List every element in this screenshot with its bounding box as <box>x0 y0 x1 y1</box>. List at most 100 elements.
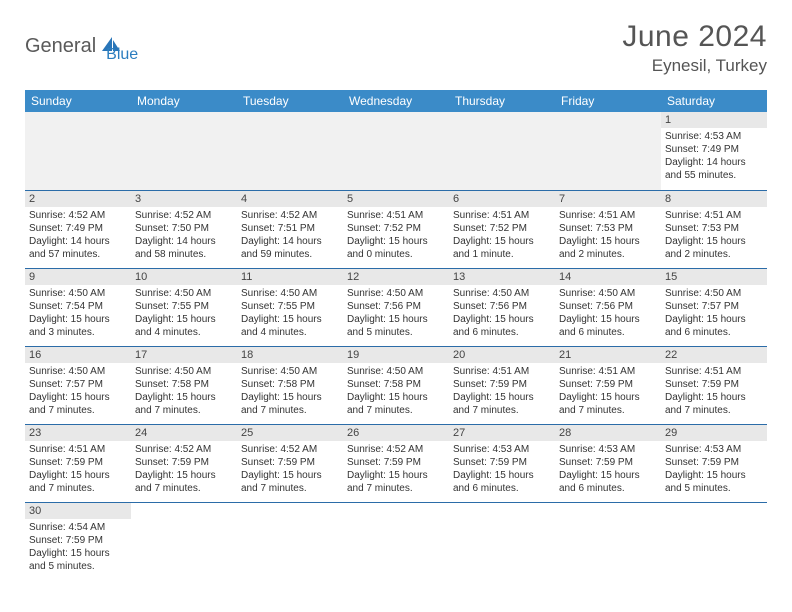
day-cell: 9Sunrise: 4:50 AMSunset: 7:54 PMDaylight… <box>25 268 131 346</box>
sunrise-text: Sunrise: 4:51 AM <box>665 365 763 378</box>
sunset-text: Sunset: 7:56 PM <box>559 300 657 313</box>
day-number: 13 <box>449 269 555 285</box>
day-cell: 19Sunrise: 4:50 AMSunset: 7:58 PMDayligh… <box>343 346 449 424</box>
day-number: 9 <box>25 269 131 285</box>
day-details: Sunrise: 4:51 AMSunset: 7:52 PMDaylight:… <box>343 207 449 265</box>
sunset-text: Sunset: 7:59 PM <box>135 456 233 469</box>
sunset-text: Sunset: 7:58 PM <box>347 378 445 391</box>
sunrise-text: Sunrise: 4:51 AM <box>559 209 657 222</box>
sunrise-text: Sunrise: 4:52 AM <box>29 209 127 222</box>
sunrise-text: Sunrise: 4:53 AM <box>665 443 763 456</box>
sunset-text: Sunset: 7:59 PM <box>665 378 763 391</box>
day-details: Sunrise: 4:50 AMSunset: 7:54 PMDaylight:… <box>25 285 131 343</box>
sunrise-text: Sunrise: 4:50 AM <box>665 287 763 300</box>
day-cell: 8Sunrise: 4:51 AMSunset: 7:53 PMDaylight… <box>661 190 767 268</box>
day-number: 4 <box>237 191 343 207</box>
sunset-text: Sunset: 7:55 PM <box>241 300 339 313</box>
day-details: Sunrise: 4:52 AMSunset: 7:49 PMDaylight:… <box>25 207 131 265</box>
day-number: 30 <box>25 503 131 519</box>
sunrise-text: Sunrise: 4:50 AM <box>29 365 127 378</box>
day-details: Sunrise: 4:50 AMSunset: 7:57 PMDaylight:… <box>25 363 131 421</box>
day-number: 5 <box>343 191 449 207</box>
day-details: Sunrise: 4:52 AMSunset: 7:51 PMDaylight:… <box>237 207 343 265</box>
day-cell: 25Sunrise: 4:52 AMSunset: 7:59 PMDayligh… <box>237 424 343 502</box>
day-cell: 15Sunrise: 4:50 AMSunset: 7:57 PMDayligh… <box>661 268 767 346</box>
day-number: 29 <box>661 425 767 441</box>
day-cell <box>131 502 237 580</box>
day-details: Sunrise: 4:50 AMSunset: 7:55 PMDaylight:… <box>237 285 343 343</box>
week-row: 30Sunrise: 4:54 AMSunset: 7:59 PMDayligh… <box>25 502 767 580</box>
week-row: 23Sunrise: 4:51 AMSunset: 7:59 PMDayligh… <box>25 424 767 502</box>
location: Eynesil, Turkey <box>622 56 767 76</box>
day-cell <box>449 112 555 190</box>
day-details: Sunrise: 4:50 AMSunset: 7:55 PMDaylight:… <box>131 285 237 343</box>
sunset-text: Sunset: 7:56 PM <box>453 300 551 313</box>
logo-text-general: General <box>25 35 96 58</box>
daylight-text: Daylight: 15 hours and 3 minutes. <box>29 313 127 339</box>
sunrise-text: Sunrise: 4:52 AM <box>347 443 445 456</box>
day-cell: 13Sunrise: 4:50 AMSunset: 7:56 PMDayligh… <box>449 268 555 346</box>
day-number: 20 <box>449 347 555 363</box>
daylight-text: Daylight: 15 hours and 7 minutes. <box>241 391 339 417</box>
day-details: Sunrise: 4:50 AMSunset: 7:58 PMDaylight:… <box>237 363 343 421</box>
sunrise-text: Sunrise: 4:54 AM <box>29 521 127 534</box>
day-cell: 18Sunrise: 4:50 AMSunset: 7:58 PMDayligh… <box>237 346 343 424</box>
day-number: 25 <box>237 425 343 441</box>
day-cell: 23 Sunrise: 4:51 AMSunset: 7:59 PMDayligh… <box>25 424 131 502</box>
day-cell: 2Sunrise: 4:52 AMSunset: 7:49 PMDaylight… <box>25 190 131 268</box>
sunset-text: Sunset: 7:59 PM <box>347 456 445 469</box>
day-cell: 28Sunrise: 4:53 AMSunset: 7:59 PMDayligh… <box>555 424 661 502</box>
sunset-text: Sunset: 7:51 PM <box>241 222 339 235</box>
sunrise-text: Sunrise: 4:51 AM <box>29 443 127 456</box>
daylight-text: Daylight: 15 hours and 7 minutes. <box>453 391 551 417</box>
daylight-text: Daylight: 15 hours and 5 minutes. <box>347 313 445 339</box>
header: General Blue June 2024 Eynesil, Turkey <box>25 20 767 76</box>
sunrise-text: Sunrise: 4:52 AM <box>241 443 339 456</box>
daylight-text: Daylight: 15 hours and 7 minutes. <box>135 469 233 495</box>
weekday-header-row: Sunday Monday Tuesday Wednesday Thursday… <box>25 90 767 112</box>
daylight-text: Daylight: 15 hours and 7 minutes. <box>29 469 127 495</box>
day-number: 23 <box>25 425 131 441</box>
daylight-text: Daylight: 15 hours and 5 minutes. <box>29 547 127 573</box>
week-row: 1Sunrise: 4:53 AMSunset: 7:49 PMDaylight… <box>25 112 767 190</box>
day-cell: 14Sunrise: 4:50 AMSunset: 7:56 PMDayligh… <box>555 268 661 346</box>
day-cell <box>449 502 555 580</box>
day-cell <box>25 112 131 190</box>
sunset-text: Sunset: 7:53 PM <box>559 222 657 235</box>
day-cell <box>131 112 237 190</box>
day-cell: 27Sunrise: 4:53 AMSunset: 7:59 PMDayligh… <box>449 424 555 502</box>
sunset-text: Sunset: 7:59 PM <box>29 456 127 469</box>
daylight-text: Daylight: 14 hours and 57 minutes. <box>29 235 127 261</box>
sunrise-text: Sunrise: 4:50 AM <box>135 287 233 300</box>
daylight-text: Daylight: 15 hours and 7 minutes. <box>241 469 339 495</box>
day-cell: 21Sunrise: 4:51 AMSunset: 7:59 PMDayligh… <box>555 346 661 424</box>
day-details: Sunrise: 4:51 AMSunset: 7:52 PMDaylight:… <box>449 207 555 265</box>
daylight-text: Daylight: 15 hours and 7 minutes. <box>347 469 445 495</box>
day-number: 24 <box>131 425 237 441</box>
weekday-header: Saturday <box>661 90 767 112</box>
day-cell <box>237 112 343 190</box>
sunset-text: Sunset: 7:58 PM <box>135 378 233 391</box>
sunrise-text: Sunrise: 4:52 AM <box>241 209 339 222</box>
day-details: Sunrise: 4:52 AMSunset: 7:59 PMDaylight:… <box>131 441 237 499</box>
sunrise-text: Sunrise: 4:52 AM <box>135 443 233 456</box>
sunset-text: Sunset: 7:59 PM <box>559 456 657 469</box>
day-number: 3 <box>131 191 237 207</box>
day-cell: 12Sunrise: 4:50 AMSunset: 7:56 PMDayligh… <box>343 268 449 346</box>
daylight-text: Daylight: 15 hours and 5 minutes. <box>665 469 763 495</box>
sunset-text: Sunset: 7:53 PM <box>665 222 763 235</box>
day-details: Sunrise: 4:51 AMSunset: 7:53 PMDaylight:… <box>661 207 767 265</box>
sunset-text: Sunset: 7:49 PM <box>665 143 763 156</box>
day-cell: 20Sunrise: 4:51 AMSunset: 7:59 PMDayligh… <box>449 346 555 424</box>
day-details: Sunrise: 4:50 AMSunset: 7:58 PMDaylight:… <box>343 363 449 421</box>
day-number: 16 <box>25 347 131 363</box>
daylight-text: Daylight: 15 hours and 0 minutes. <box>347 235 445 261</box>
day-details: Sunrise: 4:54 AMSunset: 7:59 PMDaylight:… <box>25 519 131 577</box>
day-cell: 16Sunrise: 4:50 AMSunset: 7:57 PMDayligh… <box>25 346 131 424</box>
day-number: 21 <box>555 347 661 363</box>
daylight-text: Daylight: 15 hours and 6 minutes. <box>453 469 551 495</box>
day-cell: 29Sunrise: 4:53 AMSunset: 7:59 PMDayligh… <box>661 424 767 502</box>
sunrise-text: Sunrise: 4:52 AM <box>135 209 233 222</box>
day-number: 6 <box>449 191 555 207</box>
daylight-text: Daylight: 15 hours and 7 minutes. <box>665 391 763 417</box>
